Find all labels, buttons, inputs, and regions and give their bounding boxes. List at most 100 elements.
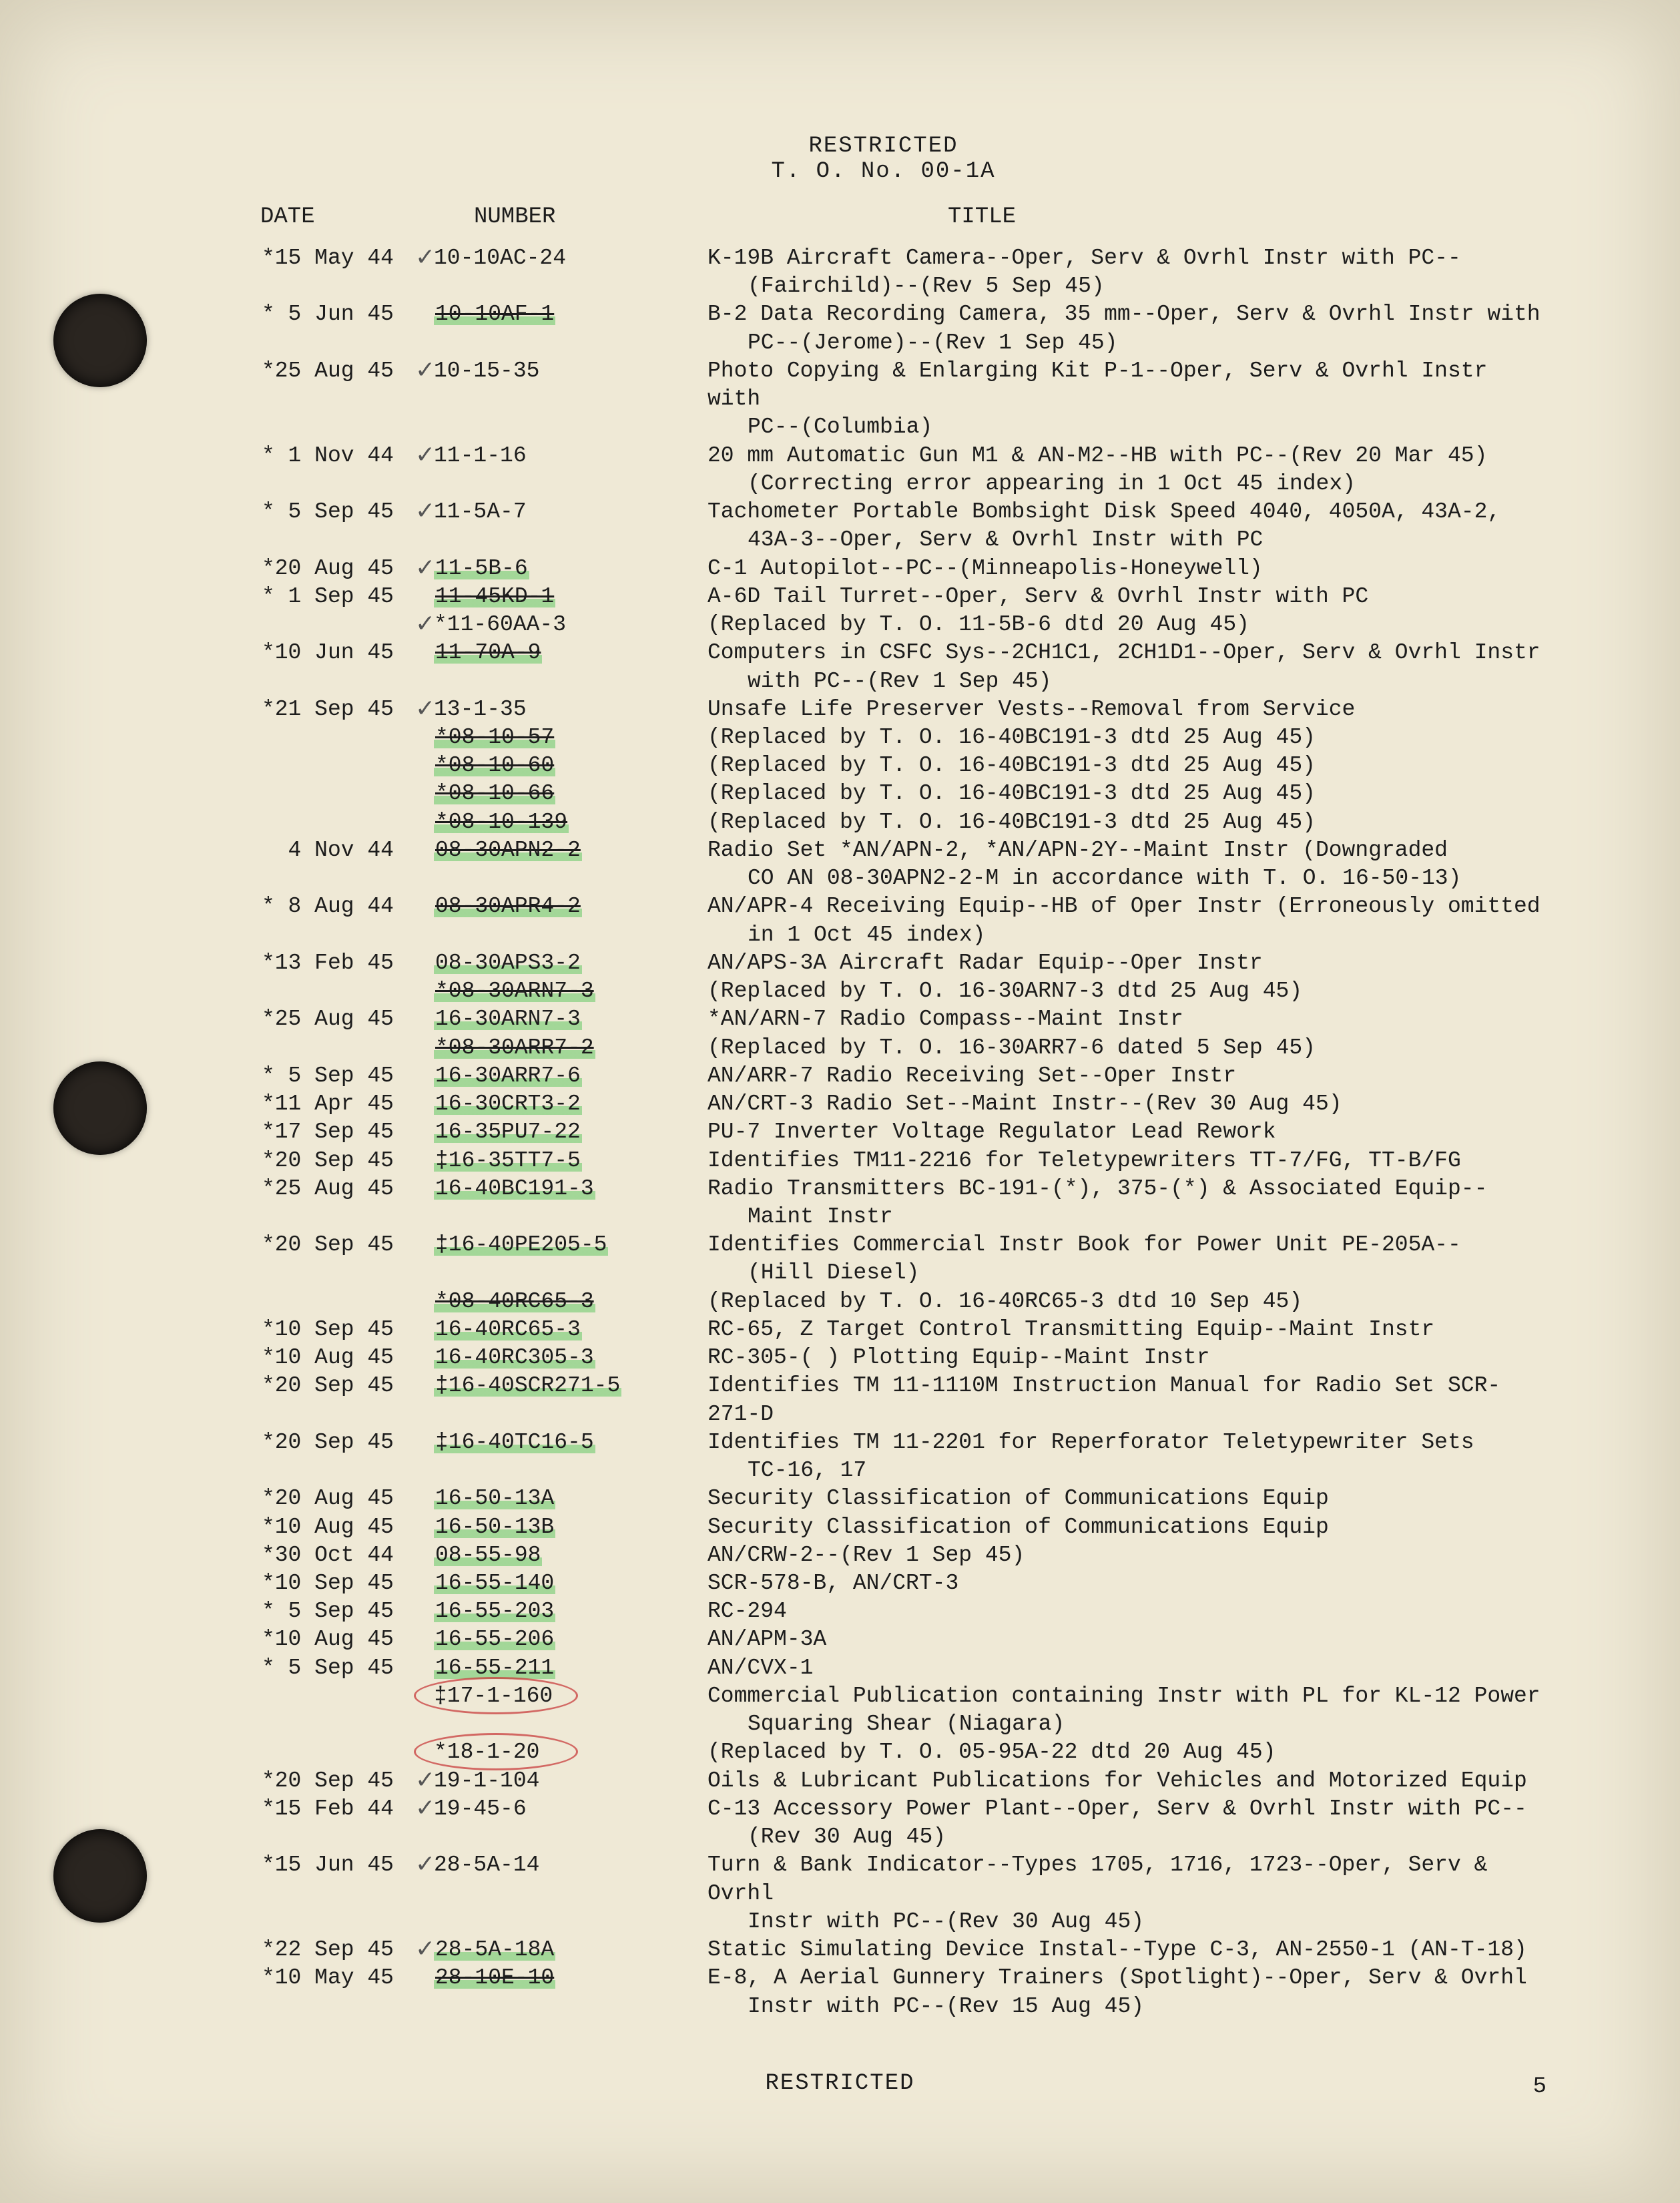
table-row: *20 Sep 45‡16-40TC16-5Identifies TM 11-2…	[220, 1429, 1547, 1485]
number-text: 16-50-13B	[434, 1515, 555, 1539]
title-text: (Replaced by T. O. 16-30ARR7-6 dated 5 S…	[708, 1035, 1316, 1060]
title-continuation: PC--(Columbia)	[708, 413, 1547, 441]
table-row: *15 Jun 4528-5A-14Turn & Bank Indicator-…	[220, 1851, 1547, 1936]
title-text: Security Classification of Communication…	[708, 1486, 1329, 1511]
number-text: 08-55-98	[434, 1543, 542, 1567]
cell-date: * 5 Sep 45	[220, 498, 434, 526]
title-text: Commercial Publication containing Instr …	[708, 1684, 1541, 1708]
number-text: 16-35PU7-22	[434, 1120, 582, 1144]
cell-number: 08-30APR4-2	[434, 893, 674, 921]
cell-number: ‡17-1-160	[434, 1682, 674, 1710]
cell-number: *11-60AA-3	[434, 611, 674, 639]
cell-title: Identifies TM 11-1110M Instruction Manua…	[674, 1372, 1547, 1428]
title-text: Security Classification of Communication…	[708, 1515, 1329, 1539]
cell-title: Commercial Publication containing Instr …	[674, 1682, 1547, 1738]
table-row: *20 Aug 4516-50-13ASecurity Classificati…	[220, 1485, 1547, 1513]
title-text: (Replaced by T. O. 16-40RC65-3 dtd 10 Se…	[708, 1289, 1302, 1314]
number-text: 11-70A-9	[434, 640, 542, 665]
table-row: *30 Oct 4408-55-98AN/CRW-2--(Rev 1 Sep 4…	[220, 1541, 1547, 1569]
number-text: 13-1-35	[434, 697, 527, 722]
table-row: *10 Aug 4516-40RC305-3RC-305-( ) Plottin…	[220, 1344, 1547, 1372]
number-text: 10-10AF-1	[434, 302, 555, 326]
cell-title: (Replaced by T. O. 16-30ARR7-6 dated 5 S…	[674, 1034, 1547, 1062]
table-row: *10 Aug 4516-55-206AN/APM-3A	[220, 1626, 1547, 1654]
cell-date: * 1 Sep 45	[220, 583, 434, 611]
table-row: * 5 Sep 4511-5A-7Tachometer Portable Bom…	[220, 498, 1547, 554]
cell-number: 28-10E-10	[434, 1964, 674, 1992]
title-continuation: Maint Instr	[708, 1203, 1547, 1231]
title-text: Static Simulating Device Instal--Type C-…	[708, 1937, 1527, 1962]
cell-number: 08-55-98	[434, 1541, 674, 1569]
cell-title: Radio Transmitters BC-191-(*), 375-(*) &…	[674, 1175, 1547, 1231]
table-row: * 1 Sep 4511-45KD-1A-6D Tail Turret--Ope…	[220, 583, 1547, 611]
cell-number: ‡16-40PE205-5	[434, 1231, 674, 1259]
title-text: (Replaced by T. O. 16-40BC191-3 dtd 25 A…	[708, 753, 1316, 778]
cell-number: 19-45-6	[434, 1795, 674, 1823]
title-continuation: (Hill Diesel)	[708, 1259, 1547, 1287]
cell-number: 13-1-35	[434, 696, 674, 724]
number-text: 10-10AC-24	[434, 246, 566, 270]
table-row: *20 Sep 45‡16-35TT7-5Identifies TM11-221…	[220, 1147, 1547, 1175]
punch-hole-icon	[53, 294, 147, 387]
table-row: *25 Aug 4510-15-35Photo Copying & Enlarg…	[220, 357, 1547, 442]
number-text: ‡16-35TT7-5	[434, 1148, 582, 1173]
title-text: C-1 Autopilot--PC--(Minneapolis-Honeywel…	[708, 556, 1263, 581]
cell-number: 11-5A-7	[434, 498, 674, 526]
title-continuation: (Fairchild)--(Rev 5 Sep 45)	[708, 272, 1547, 300]
title-text: AN/APM-3A	[708, 1627, 826, 1652]
title-text: (Replaced by T. O. 16-40BC191-3 dtd 25 A…	[708, 725, 1316, 750]
page-header: RESTRICTED T. O. No. 00-1A	[220, 134, 1547, 184]
title-text: Oils & Lubricant Publications for Vehicl…	[708, 1768, 1527, 1793]
number-text: 19-1-104	[434, 1768, 539, 1793]
table-row: *11-60AA-3(Replaced by T. O. 11-5B-6 dtd…	[220, 611, 1547, 639]
cell-date: * 5 Sep 45	[220, 1598, 434, 1626]
table-row: *13 Feb 4508-30APS3-2AN/APS-3A Aircraft …	[220, 949, 1547, 977]
title-text: RC-65, Z Target Control Transmitting Equ…	[708, 1317, 1434, 1342]
table-row: *20 Sep 4519-1-104Oils & Lubricant Publi…	[220, 1767, 1547, 1795]
to-number: T. O. No. 00-1A	[220, 159, 1547, 184]
number-text: ‡16-40TC16-5	[434, 1430, 595, 1455]
cell-date: *22 Sep 45	[220, 1936, 434, 1964]
number-text: 10-15-35	[434, 358, 539, 383]
title-text: AN/CRT-3 Radio Set--Maint Instr--(Rev 30…	[708, 1091, 1342, 1116]
cell-title: AN/APS-3A Aircraft Radar Equip--Oper Ins…	[674, 949, 1547, 977]
title-text: Photo Copying & Enlarging Kit P-1--Oper,…	[708, 358, 1487, 411]
cell-date: *25 Aug 45	[220, 1005, 434, 1033]
cell-number: 08-30APN2-2	[434, 836, 674, 865]
table-row: *08-30ARR7-2(Replaced by T. O. 16-30ARR7…	[220, 1034, 1547, 1062]
title-text: Identifies Commercial Instr Book for Pow…	[708, 1232, 1461, 1257]
cell-title: (Replaced by T. O. 16-40BC191-3 dtd 25 A…	[674, 808, 1547, 836]
document-page: RESTRICTED T. O. No. 00-1A DATE NUMBER T…	[0, 0, 1680, 2203]
table-row: *10 Sep 4516-40RC65-3RC-65, Z Target Con…	[220, 1316, 1547, 1344]
table-row: *08-30ARN7-3(Replaced by T. O. 16-30ARN7…	[220, 977, 1547, 1005]
title-text: (Replaced by T. O. 16-30ARN7-3 dtd 25 Au…	[708, 979, 1302, 1003]
number-text: 16-55-206	[434, 1627, 555, 1652]
number-text: 16-40RC65-3	[434, 1317, 582, 1342]
cell-date: *10 Sep 45	[220, 1569, 434, 1598]
title-text: K-19B Aircraft Camera--Oper, Serv & Ovrh…	[708, 246, 1461, 270]
cell-number: 28-5A-18A	[434, 1936, 674, 1964]
table-row: *10 Sep 4516-55-140SCR-578-B, AN/CRT-3	[220, 1569, 1547, 1598]
cell-date: *30 Oct 44	[220, 1541, 434, 1569]
cell-title: A-6D Tail Turret--Oper, Serv & Ovrhl Ins…	[674, 583, 1547, 611]
cell-title: AN/APM-3A	[674, 1626, 1547, 1654]
cell-date: *20 Aug 45	[220, 555, 434, 583]
cell-title: AN/CRT-3 Radio Set--Maint Instr--(Rev 30…	[674, 1090, 1547, 1118]
cell-number: *08-10-66	[434, 780, 674, 808]
cell-number: 16-40RC305-3	[434, 1344, 674, 1372]
cell-title: Identifies Commercial Instr Book for Pow…	[674, 1231, 1547, 1287]
table-row: *17 Sep 4516-35PU7-22PU-7 Inverter Volta…	[220, 1118, 1547, 1146]
cell-date: *25 Aug 45	[220, 1175, 434, 1203]
cell-title: (Replaced by T. O. 16-40BC191-3 dtd 25 A…	[674, 780, 1547, 808]
title-continuation: with PC--(Rev 1 Sep 45)	[708, 668, 1547, 696]
title-text: Radio Set *AN/APN-2, *AN/APN-2Y--Maint I…	[708, 838, 1448, 863]
cell-number: 16-50-13B	[434, 1513, 674, 1541]
title-text: Identifies TM11-2216 for Teletypewriters…	[708, 1148, 1461, 1173]
title-text: AN/APR-4 Receiving Equip--HB of Oper Ins…	[708, 894, 1541, 919]
table-row: *10 Aug 4516-50-13BSecurity Classificati…	[220, 1513, 1547, 1541]
table-row: *08-10-66(Replaced by T. O. 16-40BC191-3…	[220, 780, 1547, 808]
title-text: Identifies TM 11-2201 for Reperforator T…	[708, 1430, 1474, 1455]
cell-number: 10-10AF-1	[434, 300, 674, 328]
cell-title: C-1 Autopilot--PC--(Minneapolis-Honeywel…	[674, 555, 1547, 583]
table-row: *08-40RC65-3(Replaced by T. O. 16-40RC65…	[220, 1288, 1547, 1316]
